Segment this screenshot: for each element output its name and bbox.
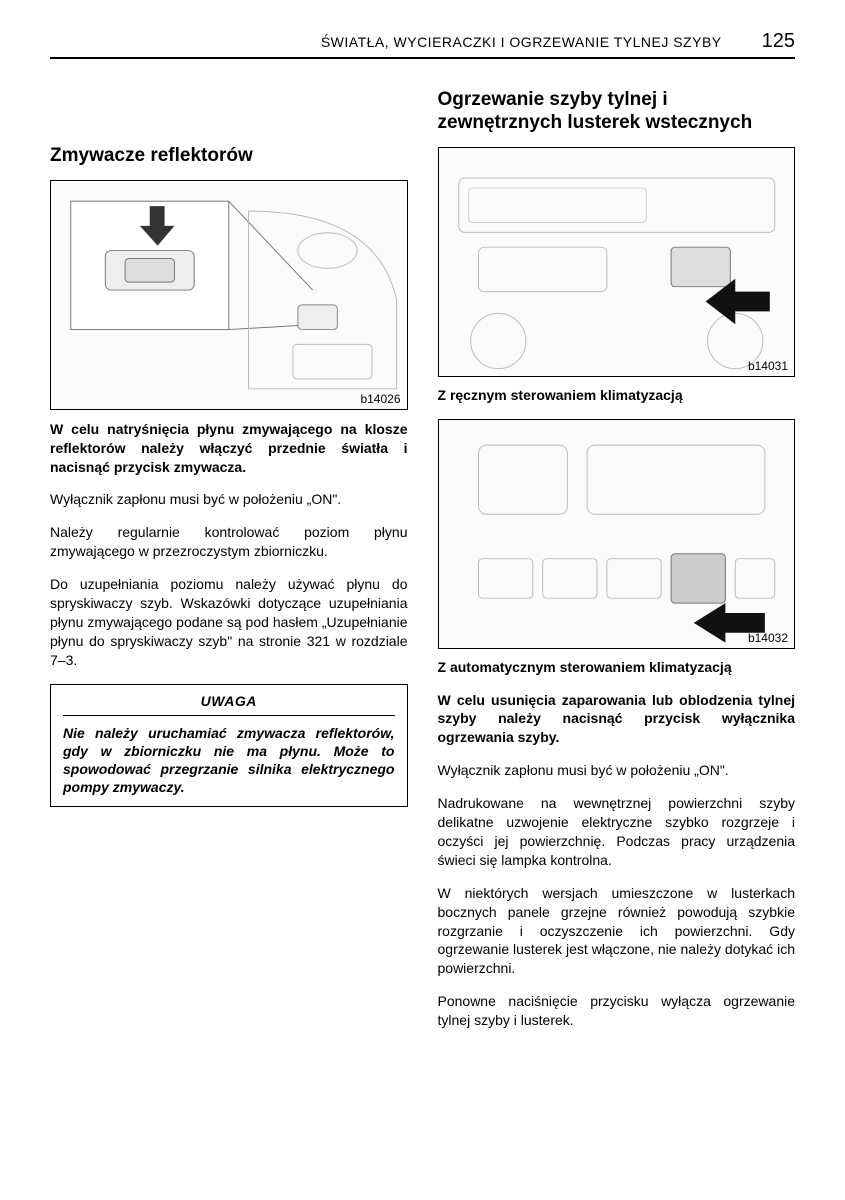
- chapter-title: ŚWIATŁA, WYCIERACZKI I OGRZEWANIE TYLNEJ…: [321, 34, 722, 50]
- figure-headlight-washer: b14026: [50, 180, 408, 410]
- notice-box: UWAGA Nie należy uruchamiać zmywacza ref…: [50, 684, 408, 808]
- figure-label-b14031: b14031: [748, 359, 788, 373]
- notice-title: UWAGA: [63, 693, 395, 716]
- figure-defogger-auto: b14032: [438, 419, 796, 649]
- figure-defogger-manual: b14031: [438, 147, 796, 377]
- page-number: 125: [762, 30, 795, 53]
- left-p1: W celu natryśnięcia płynu zmywającego na…: [50, 420, 408, 477]
- left-p4: Do uzupełniania poziomu należy używać pł…: [50, 575, 408, 669]
- right-p5: Ponowne naciśnięcie przycisku wyłącza og…: [438, 992, 796, 1030]
- left-p3: Należy regularnie kontrolować poziom pły…: [50, 523, 408, 561]
- content-columns: Zmywacze reflektorów b14026 W: [50, 89, 795, 1044]
- figure-label-b14026: b14026: [360, 392, 400, 406]
- figure-label-b14032: b14032: [748, 631, 788, 645]
- left-column: Zmywacze reflektorów b14026 W: [50, 89, 408, 1044]
- caption-manual: Z ręcznym sterowaniem klimatyzacją: [438, 387, 796, 403]
- right-p4: W niektórych wersjach umieszczone w lust…: [438, 884, 796, 978]
- left-p2: Wyłącznik zapłonu musi być w położeniu „…: [50, 490, 408, 509]
- right-heading: Ogrzewanie szyby tylnej i zewnętrznych l…: [438, 89, 796, 135]
- right-column: Ogrzewanie szyby tylnej i zewnętrznych l…: [438, 89, 796, 1044]
- left-spacer: [50, 89, 408, 145]
- notice-body: Nie należy uruchamiać zmywacza reflektor…: [63, 724, 395, 797]
- caption-auto: Z automatycznym sterowaniem klimatyzacją: [438, 659, 796, 675]
- figure-defogger-auto-svg: [439, 420, 795, 648]
- left-heading: Zmywacze reflektorów: [50, 145, 408, 168]
- figure-defogger-manual-svg: [439, 148, 795, 376]
- right-p2: Wyłącznik zapłonu musi być w położeniu „…: [438, 761, 796, 780]
- right-p3: Nadrukowane na wewnętrznej powierzchni s…: [438, 794, 796, 870]
- page-header: ŚWIATŁA, WYCIERACZKI I OGRZEWANIE TYLNEJ…: [50, 30, 795, 59]
- right-p1: W celu usunięcia zaparowania lub oblodze…: [438, 691, 796, 748]
- figure-headlight-washer-svg: [51, 181, 407, 409]
